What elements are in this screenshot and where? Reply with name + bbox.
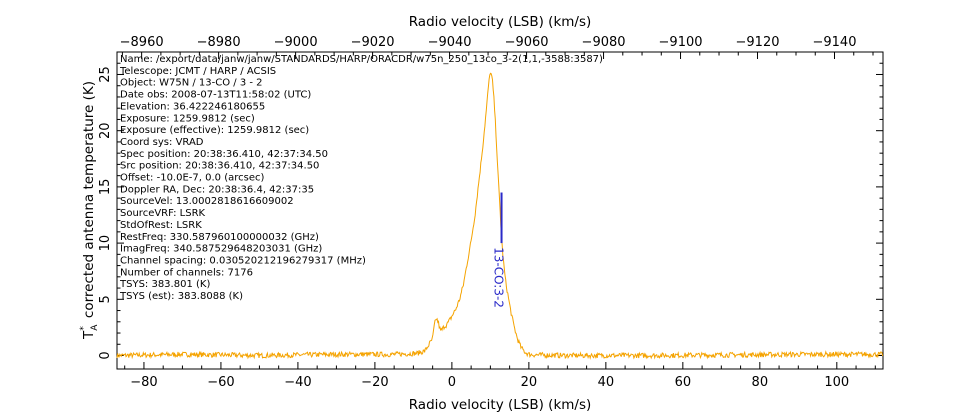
bottom-axis-title: Radio velocity (LSB) (km/s) — [409, 397, 592, 413]
top-tick-label: −8980 — [197, 35, 241, 50]
y-tick-label: 5 — [98, 295, 113, 303]
metadata-line: Elevation: 36.422246180655 — [120, 101, 265, 112]
metadata-line: Spec position: 20:38:36.410, 42:37:34.50 — [120, 149, 328, 160]
top-tick-label: −9020 — [351, 35, 395, 50]
top-tick-label: −9140 — [813, 35, 857, 50]
spectral-line-label: 13-CO:3-2 — [492, 247, 506, 308]
series-line-13co — [116, 72, 884, 360]
y-axis-title-superscript: * — [79, 326, 89, 331]
plot-frame — [116, 51, 884, 370]
y-axis-title-symbol: T — [81, 330, 97, 340]
x-tick-label: 0 — [448, 375, 456, 390]
metadata-line: Src position: 20:38:36.410, 42:37:34.50 — [120, 161, 319, 172]
metadata-line: ImagFreq: 340.587529648203031 (GHz) — [120, 244, 322, 255]
axis-ticks — [117, 52, 883, 369]
y-tick-label: 25 — [98, 66, 113, 83]
x-tick-label: −20 — [361, 375, 388, 390]
top-tick-label: −9000 — [274, 35, 318, 50]
metadata-line: Date obs: 2008-07-13T11:58:02 (UTC) — [120, 90, 311, 101]
x-tick-label: 60 — [675, 375, 692, 390]
metadata-line: RestFreq: 330.587960100000032 (GHz) — [120, 232, 319, 243]
series-group — [116, 72, 884, 360]
metadata-line: Telescope: JCMT / HARP / ACSIS — [119, 66, 276, 77]
x-tick-label: 100 — [824, 375, 849, 390]
y-tick-label: 10 — [98, 235, 113, 252]
metadata-line: Exposure (effective): 1259.9812 (sec) — [120, 125, 309, 136]
x-tick-label: 40 — [598, 375, 615, 390]
metadata-line: Channel spacing: 0.030520212196279317 (M… — [120, 255, 366, 266]
metadata-line: Number of channels: 7176 — [120, 267, 253, 278]
metadata-line: Doppler RA, Dec: 20:38:36.4, 42:37:35 — [120, 184, 314, 195]
metadata-line: StdOfRest: LSRK — [120, 220, 202, 231]
y-tick-label: 20 — [98, 122, 113, 139]
metadata-line: TSYS: 383.801 (K) — [119, 279, 210, 290]
top-tick-label: −9040 — [428, 35, 472, 50]
top-tick-label: −9080 — [582, 35, 626, 50]
metadata-line: Exposure: 1259.9812 (sec) — [120, 113, 255, 124]
y-tick-label: 15 — [98, 179, 113, 196]
y-axis-title-subscript: A — [90, 324, 100, 331]
metadata-line: SourceVel: 13.0002818616609002 — [120, 196, 294, 207]
top-tick-label: −9060 — [505, 35, 549, 50]
metadata-line: TSYS (est): 383.8088 (K) — [119, 291, 243, 302]
top-tick-label: −9120 — [736, 35, 780, 50]
metadata-line: Coord sys: VRAD — [120, 137, 204, 148]
top-tick-label: −9100 — [659, 35, 703, 50]
top-axis-title: Radio velocity (LSB) (km/s) — [409, 14, 592, 30]
metadata-line: Name: /export/data/janw/janw/STANDARDS/H… — [120, 54, 603, 65]
x-tick-label: −40 — [284, 375, 311, 390]
y-axis-title-text: corrected antenna temperature (K) — [81, 81, 97, 318]
metadata-line: Offset: -10.0E-7, 0.0 (arcsec) — [120, 173, 264, 184]
x-tick-label: 80 — [752, 375, 769, 390]
metadata-line: Object: W75N / 13-CO / 3 - 2 — [120, 78, 263, 89]
x-tick-label: 20 — [521, 375, 538, 390]
svg-text:TA*corrected antenna temperatu: TA* corrected antenna temperature (K) — [79, 81, 100, 340]
x-tick-label: −60 — [207, 375, 234, 390]
y-axis-title: TA* corrected antenna temperature (K) — [79, 81, 100, 340]
metadata-line: SourceVRF: LSRK — [120, 208, 206, 219]
axis-tick-labels: −80 −60 −40 −20 0 20 40 60 80 100 0 5 10 15 20 25 −8960 −… — [98, 35, 856, 390]
top-tick-label: −8960 — [120, 35, 164, 50]
y-tick-label: 0 — [98, 351, 113, 359]
metadata-block: Name: /export/data/janw/janw/STANDARDS/H… — [119, 54, 603, 302]
x-tick-label: −80 — [130, 375, 157, 390]
